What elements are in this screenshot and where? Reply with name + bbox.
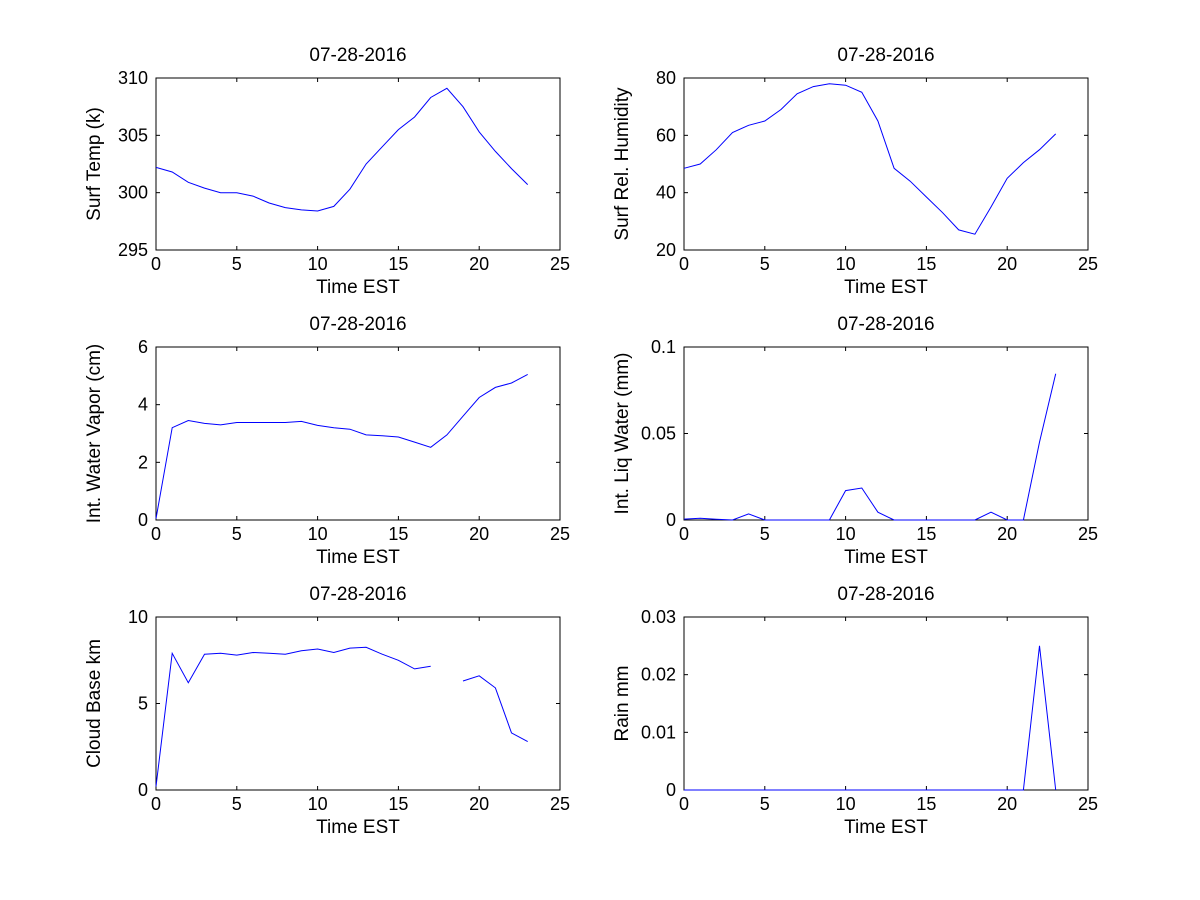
y-axis-label: Int. Water Vapor (cm) bbox=[84, 344, 105, 523]
x-tick-label: 20 bbox=[469, 524, 489, 544]
x-tick-label: 15 bbox=[916, 524, 936, 544]
x-tick-label: 20 bbox=[469, 794, 489, 814]
x-tick-label: 25 bbox=[1078, 254, 1098, 274]
y-axis-label: Surf Rel. Humidity bbox=[612, 87, 633, 241]
y-tick-label: 0.1 bbox=[651, 337, 676, 357]
x-tick-label: 5 bbox=[760, 254, 770, 274]
x-tick-label: 25 bbox=[550, 524, 570, 544]
x-tick-label: 20 bbox=[469, 254, 489, 274]
x-tick-label: 5 bbox=[760, 794, 770, 814]
x-tick-label: 10 bbox=[308, 254, 328, 274]
panel-title: 07-28-2016 bbox=[309, 314, 406, 335]
x-axis-label: Time EST bbox=[316, 547, 400, 568]
x-tick-label: 25 bbox=[1078, 794, 1098, 814]
x-tick-label: 15 bbox=[916, 794, 936, 814]
y-axis-label: Surf Temp (k) bbox=[84, 107, 105, 221]
panel-surf-temp: 07-28-2016 Surf Temp (k) Time EST 0 5 10 15… bbox=[84, 45, 570, 298]
x-tick-label: 15 bbox=[916, 254, 936, 274]
x-tick-label: 0 bbox=[679, 794, 689, 814]
x-tick-label: 15 bbox=[388, 524, 408, 544]
panel-title: 07-28-2016 bbox=[837, 584, 934, 605]
x-tick-label: 25 bbox=[550, 794, 570, 814]
series-line bbox=[155, 646, 431, 787]
x-tick-label: 10 bbox=[308, 524, 328, 544]
y-tick-label: 300 bbox=[118, 183, 148, 203]
x-axis-label: Time EST bbox=[844, 277, 928, 298]
x-tick-label: 0 bbox=[679, 524, 689, 544]
axes-frame bbox=[155, 77, 561, 251]
panel-title: 07-28-2016 bbox=[309, 45, 406, 66]
x-tick-label: 0 bbox=[151, 254, 161, 274]
y-tick-label: 310 bbox=[118, 68, 148, 88]
panel-int-water-vapor: 07-28-2016 Int. Water Vapor (cm) Time ES… bbox=[84, 314, 570, 568]
series-line bbox=[155, 87, 529, 212]
axes-frame bbox=[683, 77, 1089, 251]
y-tick-label: 0.02 bbox=[641, 665, 676, 685]
y-tick-label: 0.03 bbox=[641, 607, 676, 627]
x-tick-label: 15 bbox=[388, 794, 408, 814]
x-tick-label: 20 bbox=[997, 524, 1017, 544]
y-tick-label: 4 bbox=[138, 395, 148, 415]
y-tick-label: 5 bbox=[138, 694, 148, 714]
x-tick-label: 25 bbox=[1078, 524, 1098, 544]
y-tick-label: 0.05 bbox=[641, 424, 676, 444]
panel-rain: 07-28-2016 Rain mm Time EST 0 5 10 15 20 25 0 0… bbox=[612, 584, 1098, 838]
y-tick-label: 2 bbox=[138, 452, 148, 472]
y-axis-label: Cloud Base km bbox=[84, 639, 105, 768]
y-tick-label: 80 bbox=[656, 68, 676, 88]
y-tick-label: 0 bbox=[138, 780, 148, 800]
series-line bbox=[462, 675, 528, 743]
x-axis-label: Time EST bbox=[844, 547, 928, 568]
x-tick-label: 0 bbox=[151, 524, 161, 544]
panel-surf-rel-humidity: 07-28-2016 Surf Rel. Humidity Time EST 0… bbox=[612, 45, 1098, 298]
x-tick-label: 10 bbox=[836, 794, 856, 814]
axes-frame bbox=[155, 346, 561, 521]
y-tick-label: 0 bbox=[666, 780, 676, 800]
x-axis-label: Time EST bbox=[316, 817, 400, 838]
x-axis-label: Time EST bbox=[316, 277, 400, 298]
panel-title: 07-28-2016 bbox=[837, 314, 934, 335]
x-tick-label: 10 bbox=[836, 524, 856, 544]
y-axis-label: Rain mm bbox=[612, 665, 633, 741]
panel-title: 07-28-2016 bbox=[837, 45, 934, 66]
y-tick-label: 6 bbox=[138, 337, 148, 357]
series-line bbox=[683, 373, 1057, 521]
x-tick-label: 5 bbox=[232, 254, 242, 274]
y-tick-label: 0.01 bbox=[641, 722, 676, 742]
series-line bbox=[155, 373, 528, 519]
x-tick-label: 5 bbox=[232, 794, 242, 814]
x-tick-label: 10 bbox=[308, 794, 328, 814]
x-tick-label: 20 bbox=[997, 794, 1017, 814]
y-tick-label: 10 bbox=[128, 607, 148, 627]
y-tick-label: 0 bbox=[138, 510, 148, 530]
panel-cloud-base: 07-28-2016 Cloud Base km Time EST 0 5 10 15… bbox=[84, 584, 570, 838]
series-line bbox=[683, 83, 1057, 235]
y-tick-label: 20 bbox=[656, 240, 676, 260]
x-axis-label: Time EST bbox=[844, 817, 928, 838]
x-tick-label: 5 bbox=[760, 524, 770, 544]
x-tick-label: 15 bbox=[388, 254, 408, 274]
x-tick-label: 20 bbox=[997, 254, 1017, 274]
panel-int-liq-water: 07-28-2016 Int. Liq Water (mm) Time EST … bbox=[612, 314, 1098, 568]
y-tick-label: 40 bbox=[656, 183, 676, 203]
x-tick-label: 0 bbox=[679, 254, 689, 274]
x-tick-label: 25 bbox=[550, 254, 570, 274]
y-tick-label: 295 bbox=[118, 240, 148, 260]
series-line bbox=[684, 645, 1057, 791]
x-tick-label: 10 bbox=[836, 254, 856, 274]
x-tick-label: 5 bbox=[232, 524, 242, 544]
y-tick-label: 305 bbox=[118, 125, 148, 145]
panel-title: 07-28-2016 bbox=[309, 584, 406, 605]
y-tick-label: 60 bbox=[656, 125, 676, 145]
y-axis-label: Int. Liq Water (mm) bbox=[612, 353, 633, 515]
x-tick-label: 0 bbox=[151, 794, 161, 814]
y-tick-label: 0 bbox=[666, 510, 676, 530]
